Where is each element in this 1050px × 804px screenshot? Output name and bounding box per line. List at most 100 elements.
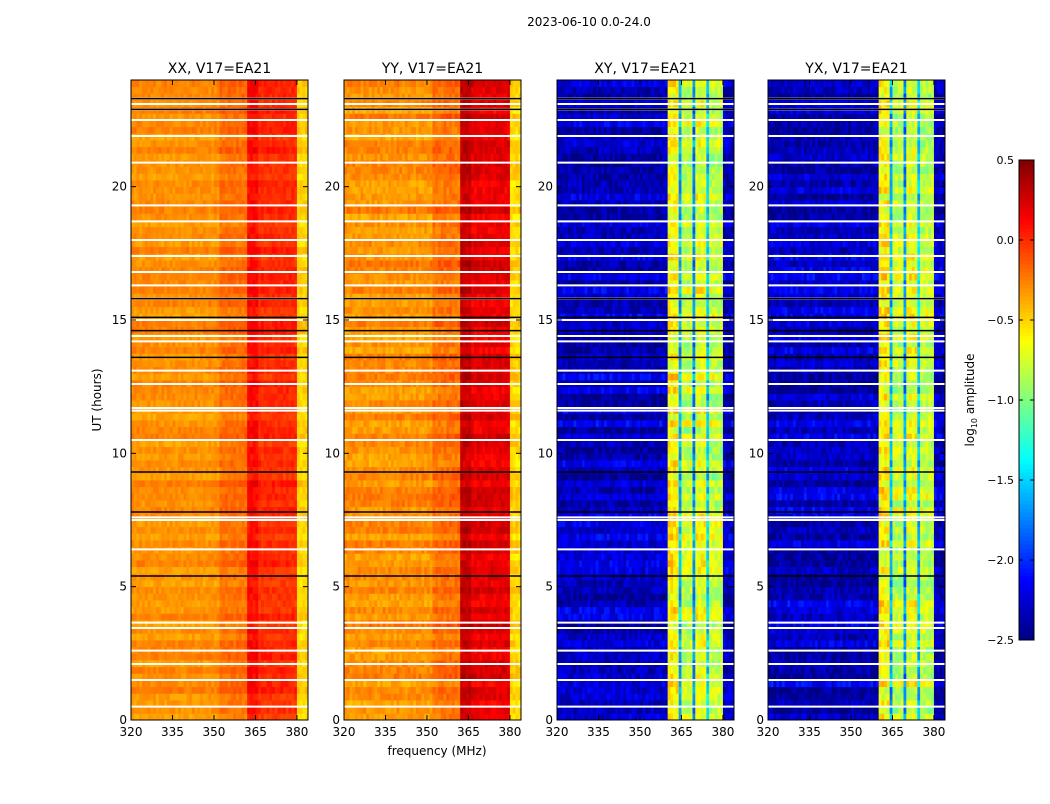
heatmap-cell <box>136 433 140 441</box>
heatmap-cell <box>197 446 201 454</box>
heatmap-cell <box>175 666 179 674</box>
heatmap-cell <box>150 600 154 608</box>
heatmap-cell <box>272 233 276 241</box>
heatmap-cell <box>158 553 162 561</box>
heatmap-cell <box>285 340 290 348</box>
heatmap-cell <box>200 246 204 254</box>
heatmap-cell <box>186 220 190 228</box>
heatmap-cell <box>161 640 165 648</box>
heatmap-cell <box>139 293 143 301</box>
heatmap-cell <box>202 273 207 281</box>
heatmap-cell <box>277 460 281 468</box>
heatmap-cell <box>175 306 179 314</box>
heatmap-cell <box>189 400 193 408</box>
heatmap-cell <box>283 706 287 714</box>
heatmap-cell <box>147 666 151 674</box>
heatmap-cell <box>175 373 179 381</box>
heatmap-cell <box>161 413 165 421</box>
heatmap-cell <box>175 493 179 501</box>
heatmap-cell <box>274 680 278 688</box>
heatmap-cell <box>302 440 306 448</box>
heatmap-cell <box>150 220 154 228</box>
heatmap-cell <box>200 273 204 281</box>
heatmap-cell <box>288 473 292 481</box>
heatmap-cell <box>208 340 212 348</box>
heatmap-cell <box>247 533 251 541</box>
heatmap-cell <box>288 466 292 474</box>
heatmap-cell <box>166 613 171 621</box>
heatmap-cell <box>227 300 231 308</box>
heatmap-cell <box>194 293 198 301</box>
heatmap-cell <box>241 686 245 694</box>
heatmap-cell <box>236 306 240 314</box>
heatmap-cell <box>180 500 184 508</box>
heatmap-cell <box>191 273 196 281</box>
heatmap-cell <box>142 460 146 468</box>
heatmap-cell <box>288 460 292 468</box>
heatmap-cell <box>155 240 160 248</box>
heatmap-cell <box>211 486 215 494</box>
heatmap-cell <box>131 593 135 601</box>
heatmap-cell <box>172 320 176 328</box>
heatmap-cell <box>183 506 187 514</box>
heatmap-cell <box>247 360 251 368</box>
heatmap-cell <box>155 486 160 494</box>
heatmap-cell <box>200 600 204 608</box>
heatmap-cell <box>252 600 256 608</box>
heatmap-cell <box>222 653 226 661</box>
heatmap-cell <box>255 586 259 594</box>
heatmap-cell <box>227 560 231 568</box>
heatmap-cell <box>200 346 204 354</box>
heatmap-cell <box>169 560 173 568</box>
heatmap-cell <box>194 226 198 234</box>
heatmap-cell <box>296 580 301 588</box>
heatmap-cell <box>205 700 209 708</box>
heatmap-cell <box>175 260 179 268</box>
heatmap-cell <box>222 346 226 354</box>
heatmap-cell <box>233 446 237 454</box>
heatmap-cell <box>230 260 234 268</box>
heatmap-cell <box>155 206 160 214</box>
heatmap-cell <box>150 446 154 454</box>
heatmap-cell <box>222 400 226 408</box>
heatmap-cell <box>291 633 295 641</box>
heatmap-cell <box>211 553 215 561</box>
heatmap-cell <box>205 520 209 528</box>
heatmap-cell <box>219 606 223 614</box>
heatmap-cell <box>274 226 278 234</box>
heatmap-cell <box>277 706 281 714</box>
heatmap-cell <box>249 506 254 514</box>
heatmap-cell <box>161 260 165 268</box>
heatmap-cell <box>266 613 270 621</box>
heatmap-cell <box>238 446 243 454</box>
heatmap-cell <box>194 700 198 708</box>
heatmap-cell <box>208 560 212 568</box>
heatmap-cell <box>161 633 165 641</box>
heatmap-cell <box>194 713 198 721</box>
heatmap-cell <box>155 593 160 601</box>
heatmap-cell <box>244 393 248 401</box>
heatmap-cell <box>153 413 157 421</box>
heatmap-cell <box>277 206 281 214</box>
heatmap-cell <box>260 426 265 434</box>
heatmap-cell <box>227 640 231 648</box>
heatmap-cell <box>255 700 259 708</box>
heatmap-cell <box>189 273 193 281</box>
heatmap-cell <box>288 446 292 454</box>
heatmap-cell <box>263 386 267 394</box>
heatmap-cell <box>230 340 234 348</box>
heatmap-cell <box>133 420 137 428</box>
heatmap-cell <box>263 466 267 474</box>
heatmap-cell <box>236 280 240 288</box>
heatmap-cell <box>233 280 237 288</box>
heatmap-cell <box>241 373 245 381</box>
heatmap-cell <box>280 673 284 681</box>
heatmap-cell <box>225 246 229 254</box>
heatmap-cell <box>219 693 223 701</box>
heatmap-cell <box>200 280 204 288</box>
heatmap-cell <box>296 426 301 434</box>
heatmap-cell <box>222 553 226 561</box>
heatmap-cell <box>155 706 160 714</box>
heatmap-cell <box>280 273 284 281</box>
heatmap-cell <box>291 713 295 721</box>
